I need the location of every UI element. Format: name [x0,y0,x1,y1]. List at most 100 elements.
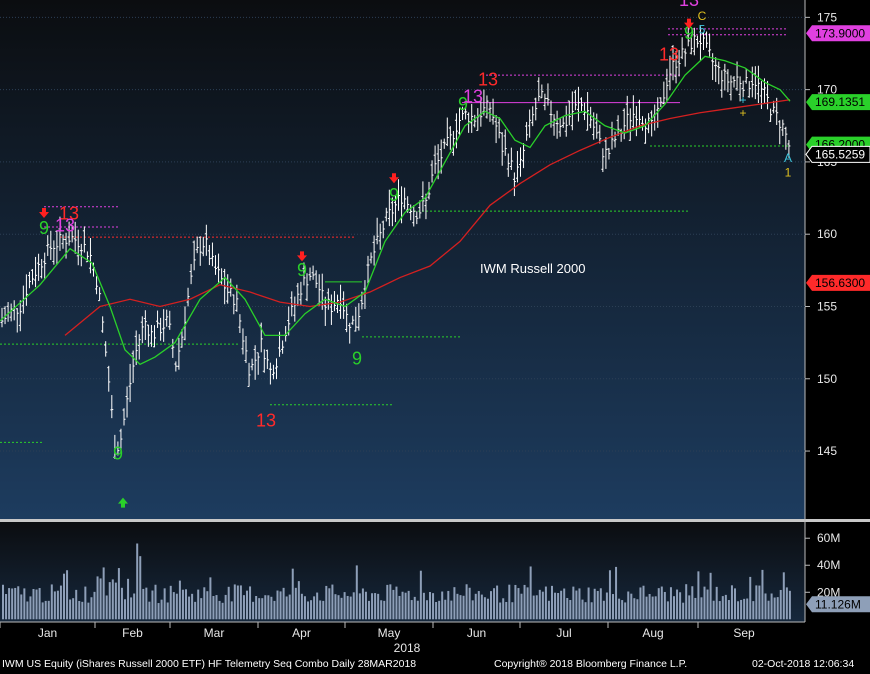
volume-bar [14,587,17,620]
volume-bar [53,591,56,620]
x-tick-label: Feb [122,626,143,640]
price-bar [116,441,120,456]
arrow-up-icon [118,497,128,508]
x-tick-label: Aug [642,626,663,640]
price-bar [738,76,742,102]
price-bar [680,37,684,60]
volume-bar [127,578,130,620]
price-bar [122,408,126,426]
price-bar [82,226,86,253]
volume-bar [666,601,669,620]
price-bar [107,365,111,392]
volume-bar [151,590,154,620]
price-bar [342,291,346,319]
price-bar [528,109,532,138]
price-bar [189,263,193,285]
volume-bar [181,589,184,620]
volume-bar [50,584,53,620]
volume-bar [416,600,419,620]
price-bar [15,308,19,333]
price-bar [546,83,550,106]
volume-bar [377,593,380,620]
count-label: 13 [463,87,483,107]
volume-bar [746,598,749,620]
volume-bar [322,600,325,620]
price-bar [49,230,53,260]
volume-bar [755,585,758,620]
volume-bar [517,588,520,620]
volume-bar [730,585,733,620]
volume-bar [63,573,65,620]
count-label: 9 [297,260,307,280]
volume-bar [380,600,383,620]
volume-bar [715,586,718,620]
volume-bar [267,595,270,620]
volume-bar [108,582,111,620]
volume-bar [389,584,392,620]
volume-bar [694,597,697,620]
price-bar [461,106,465,121]
volume-bar [618,598,621,620]
price-bar [195,236,199,254]
price-bar [131,350,135,383]
price-bar [125,386,129,418]
volume-tick-label: 20M [817,585,840,599]
x-year-label: 2018 [394,641,421,655]
price-bar [214,255,217,275]
price-bar [409,204,413,221]
price-bar [519,147,522,177]
count-label: 13 [478,69,498,89]
price-bar [580,97,583,112]
price-bar [314,270,318,288]
volume-bar [331,584,334,620]
price-bar [37,253,41,281]
volume-bar [407,590,410,620]
volume-bar [249,586,252,620]
price-bar [198,236,202,266]
moving-average-slow [64,99,791,336]
volume-bar [541,591,544,620]
volume-bar [486,598,489,620]
price-bar [18,300,22,332]
volume-bar [776,597,779,620]
volume-bar [685,584,688,620]
price-bar [207,244,211,266]
volume-bar [660,586,663,620]
volume-bar [651,596,654,620]
price-bar [787,139,791,158]
volume-bar [273,600,276,620]
volume-bar [447,590,450,620]
price-bar [390,197,394,227]
volume-bar [386,584,389,620]
volume-bar [142,588,145,620]
volume-bar [493,588,496,620]
volume-bar [175,593,178,620]
volume-bar [374,593,377,620]
volume-bar [737,601,740,620]
volume-bar [221,602,224,620]
volume-bar [453,587,456,620]
axes: 14515015516016517017560M40M20MJanFebMarA… [0,10,840,655]
volume-bar [145,587,148,620]
count-label: 13 [659,45,679,65]
footer-left: IWM US Equity (iShares Russell 2000 ETF)… [2,658,417,670]
price-bar [613,131,617,148]
volume-bar [66,570,69,620]
volume-bar [590,602,593,620]
count-label: 13 [679,0,699,10]
volume-bar [328,588,331,620]
volume-bar [90,597,93,620]
price-bar [637,99,641,128]
volume-bar [496,585,499,620]
volume-bar [520,593,523,620]
volume-bar [166,602,169,620]
volume-bar [242,595,245,620]
x-tick-label: May [378,626,401,640]
price-bar [735,61,739,91]
price-bar [305,273,309,302]
volume-bar [44,600,47,620]
price-bar [168,310,172,330]
x-tick-label: Jan [38,626,57,640]
count-label: 9 [458,94,468,114]
volume-bar [32,588,35,620]
